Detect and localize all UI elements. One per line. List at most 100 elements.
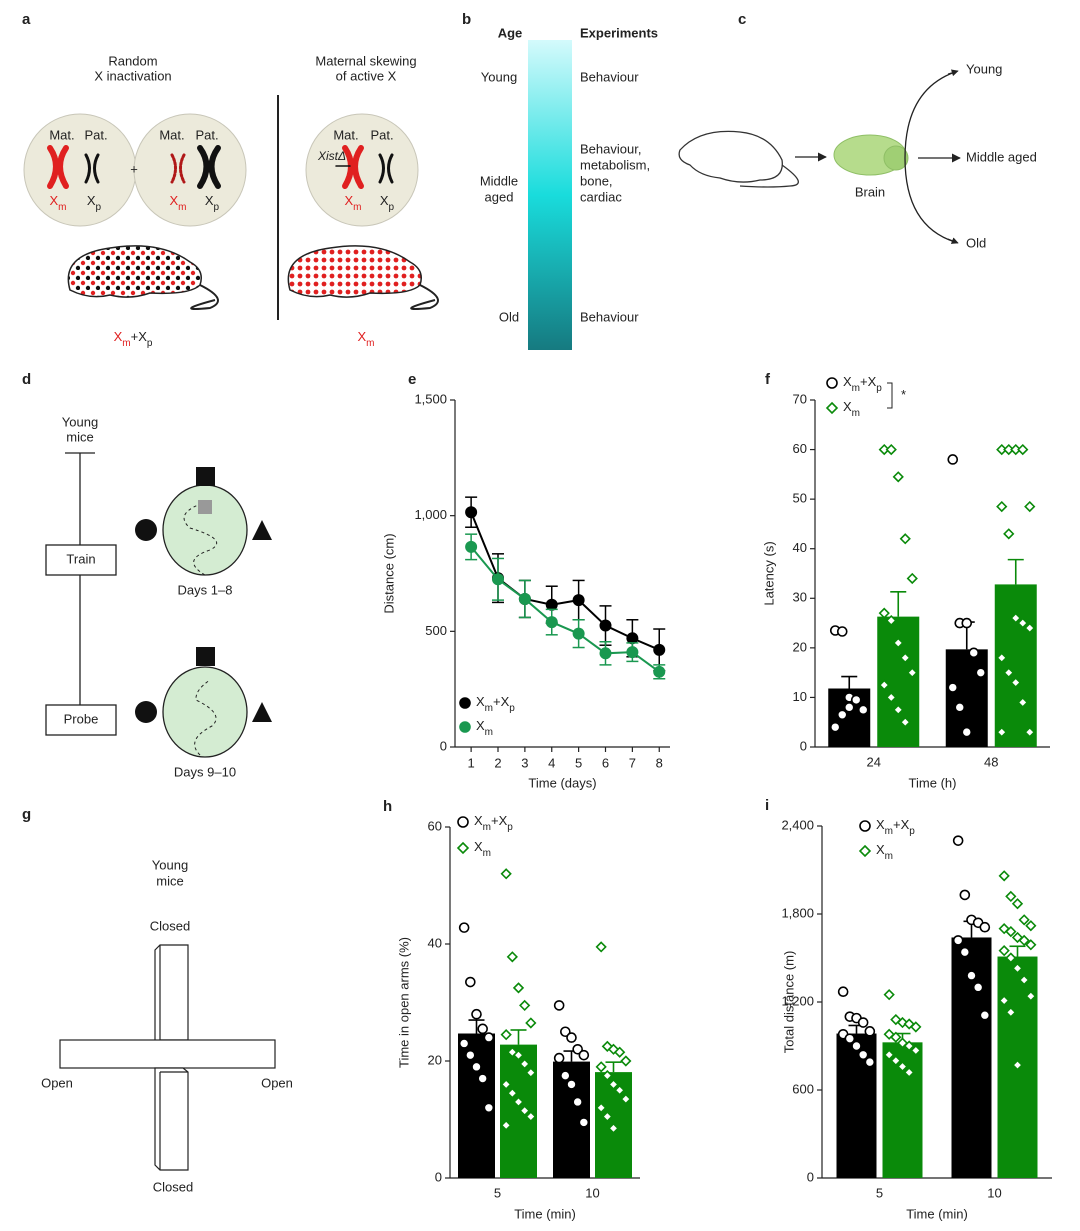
maze: [162, 666, 248, 758]
closed-arm: [154, 944, 189, 1046]
point: [500, 868, 512, 880]
point: [626, 632, 639, 645]
significance: *: [901, 387, 906, 402]
cell-label: Mat.: [49, 127, 74, 142]
legend-label: Xm: [876, 842, 893, 862]
genotype-label: Xm: [357, 329, 374, 349]
point: [1010, 676, 1022, 689]
point: [836, 626, 848, 637]
x-tick-label: 10: [987, 1185, 1001, 1200]
title: Random: [108, 53, 157, 68]
x-tick-label: 5: [876, 1185, 883, 1200]
panel-label: e: [408, 371, 416, 388]
bar: [994, 584, 1037, 747]
label: mice: [156, 873, 183, 888]
point: [954, 702, 966, 713]
point: [885, 691, 897, 704]
point: [1025, 939, 1037, 951]
age: Middle: [480, 173, 518, 188]
genotype-label: Xm+Xp: [114, 329, 153, 349]
age: Old: [966, 235, 986, 250]
point: [968, 647, 980, 659]
y-tick-label: 10: [793, 689, 807, 704]
point: [1005, 925, 1017, 938]
point: [996, 500, 1008, 513]
y-tick-label: 40: [793, 540, 807, 555]
header: Age: [498, 25, 523, 40]
x-axis-label: Time (days): [528, 775, 596, 790]
closed-arm: [154, 1067, 189, 1171]
y-axis-label: Time in open arms (%): [396, 937, 411, 1068]
y-tick-label: 2,400: [781, 817, 814, 832]
cue-triangle: [252, 702, 272, 722]
cell-label: XistΔ: [317, 149, 346, 163]
arm-label: Closed: [153, 1179, 193, 1194]
cell-label: Xm: [49, 193, 66, 213]
legend-marker: [459, 697, 471, 709]
point: [601, 1069, 613, 1082]
legend-label: Xm: [474, 839, 491, 859]
point: [844, 1033, 856, 1044]
point: [545, 598, 558, 611]
y-tick-label: 60: [793, 441, 807, 456]
point: [1011, 962, 1024, 974]
legend-label: Xm+Xp: [843, 374, 882, 394]
point: [998, 870, 1010, 882]
box: [45, 544, 117, 576]
x-tick-label: 10: [585, 1185, 599, 1200]
y-tick-label: 0: [800, 738, 807, 753]
point: [518, 592, 531, 605]
label: mice: [66, 429, 93, 444]
point: [959, 946, 971, 958]
y-tick-label: 50: [793, 491, 807, 506]
point: [998, 994, 1010, 1007]
point: [512, 1096, 525, 1108]
point: [885, 614, 897, 627]
mouse: [67, 245, 202, 298]
point: [560, 1070, 571, 1081]
chart-i: 0 600 1,200 1,800 2,400 Total distance (m) Tim…: [765, 797, 1052, 1221]
y-axis-label: Total distance (m): [781, 951, 796, 1054]
point: [465, 1049, 476, 1061]
panel-c: c Brain Young Middle aged Old: [678, 11, 1037, 250]
point: [1003, 667, 1015, 679]
point: [899, 716, 911, 728]
arm-label: Open: [261, 1075, 293, 1090]
point: [906, 572, 918, 585]
point: [961, 617, 973, 629]
panel-label: h: [383, 798, 392, 815]
point: [620, 1055, 632, 1067]
label: Young: [62, 414, 98, 429]
point: [626, 646, 639, 659]
panel-a: a Random X inactivation Maternal skewing…: [22, 11, 439, 349]
point: [1005, 952, 1017, 964]
point: [883, 1049, 895, 1061]
panel-label: b: [462, 11, 471, 28]
label: Young: [152, 857, 188, 872]
point: [998, 923, 1010, 935]
title: Maternal skewing: [315, 53, 416, 68]
box: [45, 704, 117, 736]
brain-cerebellum: [883, 145, 909, 171]
point: [471, 1061, 482, 1073]
mouse-tail: [739, 164, 799, 188]
x-tick-label: 3: [521, 755, 528, 770]
box-label: Probe: [64, 711, 99, 726]
panel-label: g: [22, 806, 31, 823]
point: [975, 667, 987, 678]
y-tick-label: 40: [428, 935, 442, 950]
point: [1025, 990, 1037, 1002]
point: [864, 1056, 876, 1068]
point: [892, 704, 904, 716]
legend-label: Xm+Xp: [474, 813, 513, 833]
point: [910, 1021, 922, 1033]
point: [857, 1049, 869, 1061]
point: [1017, 696, 1029, 709]
legend-marker: [459, 721, 471, 733]
y-tick-label: 1,800: [781, 905, 814, 920]
x-axis-label: Time (h): [909, 775, 957, 790]
mouse-tail: [190, 284, 219, 310]
point: [614, 1084, 626, 1096]
point: [595, 1061, 607, 1073]
point: [525, 1017, 537, 1029]
